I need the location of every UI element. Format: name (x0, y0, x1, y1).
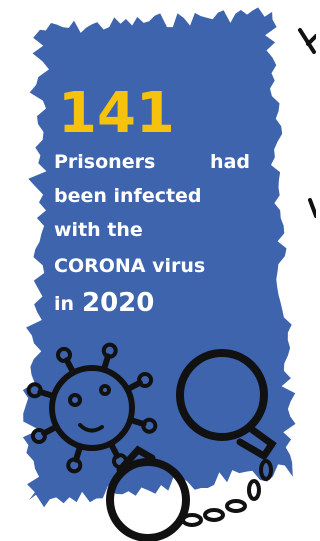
infographic: 141 Prisoners had been infected with the… (0, 0, 316, 541)
text-line: CORONA virus (54, 255, 205, 277)
text-line: been infected (54, 185, 202, 207)
year: 2020 (82, 288, 154, 318)
mark (308, 36, 316, 44)
text-line: Prisoners (54, 151, 155, 173)
link (183, 515, 201, 525)
link (205, 510, 223, 520)
link (249, 481, 259, 499)
spike (76, 446, 80, 459)
spike (104, 356, 108, 369)
text-line: with the (54, 219, 143, 241)
headline-number: 141 (58, 81, 175, 146)
corner-marks (300, 30, 316, 216)
spike (40, 392, 53, 396)
text-line: in (54, 293, 74, 315)
page: {"headline_number": 141, "lines": ["Pris… (0, 0, 316, 541)
mark (310, 200, 316, 216)
link (227, 501, 245, 511)
text-line: had (210, 151, 250, 173)
spike (130, 420, 143, 424)
